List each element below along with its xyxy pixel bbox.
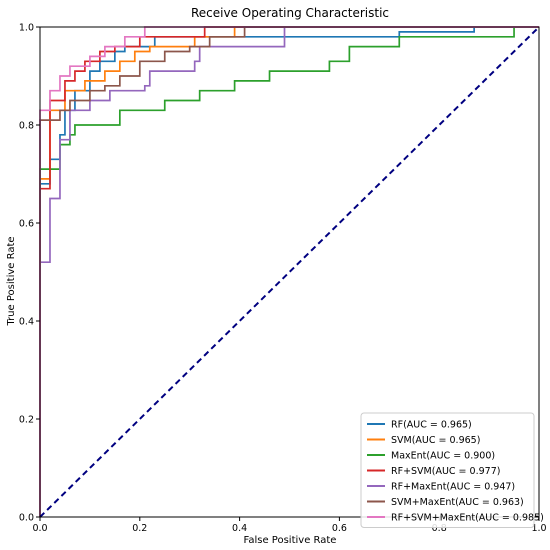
y-tick-label: 0.6 — [19, 219, 34, 230]
y-tick-label: 0.2 — [19, 415, 34, 426]
plot-frame — [39, 26, 540, 518]
legend: RF(AUC = 0.965) SVM(AUC = 0.965) MaxEnt(AU… — [360, 412, 544, 528]
x-tick-label: 0.8 — [432, 523, 447, 534]
x-tick-label: 0.0 — [32, 523, 47, 534]
x-tick-label: 0.6 — [332, 523, 347, 534]
y-tick-label: 0.0 — [19, 513, 34, 524]
y-tick-label: 0.8 — [19, 121, 34, 132]
diagonal-reference-line — [39, 26, 540, 518]
series-line-7 — [39, 26, 539, 517]
plot-lines — [39, 26, 540, 518]
chart-title: Receive Operating Characteristic — [191, 6, 389, 20]
legend-entry: RF+MaxEnt(AUC = 0.947) — [391, 482, 515, 493]
legend-entry: RF+SVM(AUC = 0.977) — [391, 466, 500, 477]
series-line-6 — [39, 26, 539, 517]
legend-entry: RF(AUC = 0.965) — [391, 420, 472, 431]
legend-entry: RF+SVM+MaxEnt(AUC = 0.985) — [391, 513, 544, 524]
legend-entry: SVM+MaxEnt(AUC = 0.963) — [391, 497, 524, 508]
series-line-5 — [39, 26, 539, 517]
series-line-2 — [39, 26, 539, 517]
x-tick-label: 1.0 — [531, 523, 546, 534]
y-tick-label: 1.0 — [19, 23, 34, 34]
series-line-4 — [39, 26, 539, 517]
series-line-3 — [39, 26, 539, 517]
y-axis-label: True Positive Rate — [6, 236, 17, 326]
y-tick-label: 0.4 — [19, 317, 34, 328]
x-axis-label: False Positive Rate — [244, 535, 337, 546]
axis-ticks: 0.0 0.2 0.4 0.6 0.8 1.0 0.0 0.2 0.4 0.6 0.8 1.0 — [19, 23, 547, 535]
legend-entry: MaxEnt(AUC = 0.900) — [391, 451, 495, 462]
x-tick-label: 0.4 — [232, 523, 247, 534]
legend-entry: SVM(AUC = 0.965) — [391, 435, 480, 446]
legend-box — [360, 412, 535, 528]
x-tick-label: 0.2 — [132, 523, 147, 534]
